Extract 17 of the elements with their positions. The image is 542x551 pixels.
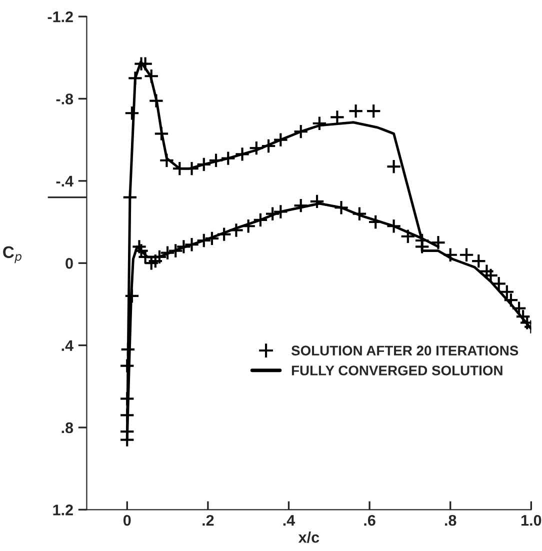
y-tick-label: -1.2: [48, 11, 73, 22]
x-tick-label: 0: [123, 514, 131, 526]
x-axis-title: x/c: [298, 532, 320, 543]
legend-label: FULLY CONVERGED SOLUTION: [292, 366, 502, 376]
y-tick-label: .4: [62, 340, 74, 351]
y-tick-label: 1.2: [53, 504, 73, 516]
x-tick-label: .6: [364, 514, 376, 526]
x-tick-label: .4: [283, 515, 296, 526]
x-tick-label: .8: [445, 514, 456, 526]
y-tick-label: -.4: [56, 176, 74, 186]
x-tick-label: 1.0: [522, 514, 542, 526]
x-tick-label: .2: [202, 514, 214, 526]
y-tick-label: -.8: [56, 94, 74, 104]
y-tick-label: 0: [66, 258, 73, 269]
y-axis-title: C$_{p}$: [3, 246, 22, 264]
y-tick-label: .8: [62, 422, 74, 434]
legend-label: SOLUTION AFTER 20 ITERATIONS: [291, 346, 518, 356]
